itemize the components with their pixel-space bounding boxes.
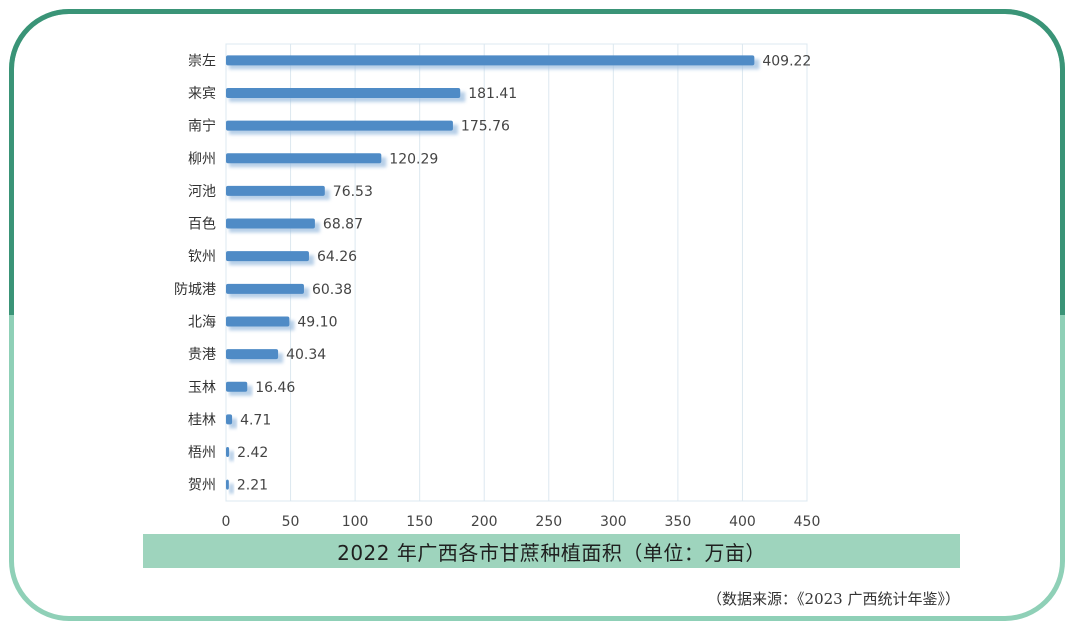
bar <box>226 120 453 131</box>
data-label: 2.42 <box>237 445 268 461</box>
bar <box>226 185 325 196</box>
chart-title: 2022 年广西各市甘蔗种植面积（单位：万亩） <box>337 540 766 565</box>
x-tick-label: 450 <box>794 514 821 530</box>
data-label: 409.22 <box>762 53 811 69</box>
x-tick-label: 350 <box>665 514 692 530</box>
category-label: 崇左 <box>188 53 216 69</box>
category-label: 来宾 <box>188 86 216 102</box>
bar <box>226 283 304 294</box>
category-label: 贺州 <box>188 478 216 494</box>
data-label: 76.53 <box>333 184 373 200</box>
x-tick-label: 200 <box>471 514 498 530</box>
category-label: 北海 <box>188 314 216 330</box>
data-label: 2.21 <box>237 478 268 494</box>
category-label: 钦州 <box>188 249 216 265</box>
category-label: 防城港 <box>174 282 216 298</box>
bar-shadow <box>229 483 234 494</box>
category-label: 南宁 <box>188 118 216 135</box>
data-label: 16.46 <box>255 380 295 396</box>
bar <box>226 153 382 164</box>
data-label: 49.10 <box>297 314 337 330</box>
data-label: 175.76 <box>461 119 510 135</box>
bar <box>226 447 230 458</box>
bar <box>226 381 248 392</box>
x-tick-label: 300 <box>600 514 627 530</box>
x-tick-label: 0 <box>222 514 231 530</box>
chart-caption-band: 2022 年广西各市甘蔗种植面积（单位：万亩） <box>143 534 960 568</box>
card-frame-top <box>9 9 1065 315</box>
category-label: 贵港 <box>188 347 216 363</box>
x-tick-label: 250 <box>535 514 562 530</box>
category-label: 玉林 <box>188 380 216 396</box>
x-tick-label: 50 <box>282 514 300 530</box>
data-label: 40.34 <box>286 347 326 363</box>
bar <box>226 218 315 229</box>
data-label: 4.71 <box>240 412 271 428</box>
bar-shadow <box>229 451 235 462</box>
data-label: 68.87 <box>323 217 363 233</box>
x-tick-label: 400 <box>729 514 756 530</box>
bar <box>226 87 461 98</box>
data-source: （数据来源：《2023 广西统计年鉴》） <box>707 590 960 608</box>
data-label: 181.41 <box>468 86 517 102</box>
category-label: 河池 <box>188 184 216 200</box>
bar <box>226 251 309 262</box>
category-label: 柳州 <box>188 150 216 167</box>
x-tick-label: 100 <box>342 514 369 530</box>
category-label: 百色 <box>188 216 216 233</box>
card-frame <box>9 9 1065 621</box>
bar <box>226 479 229 490</box>
bar-shadow <box>229 418 238 429</box>
bar <box>226 349 279 360</box>
data-label: 64.26 <box>317 249 357 265</box>
plot-area <box>225 43 808 502</box>
bar <box>226 414 233 425</box>
data-label: 120.29 <box>389 151 438 167</box>
bar <box>226 55 755 66</box>
bar <box>226 316 290 327</box>
data-label: 60.38 <box>312 282 352 298</box>
category-label: 桂林 <box>188 412 216 428</box>
category-label: 梧州 <box>188 445 216 461</box>
x-tick-label: 150 <box>406 514 433 530</box>
